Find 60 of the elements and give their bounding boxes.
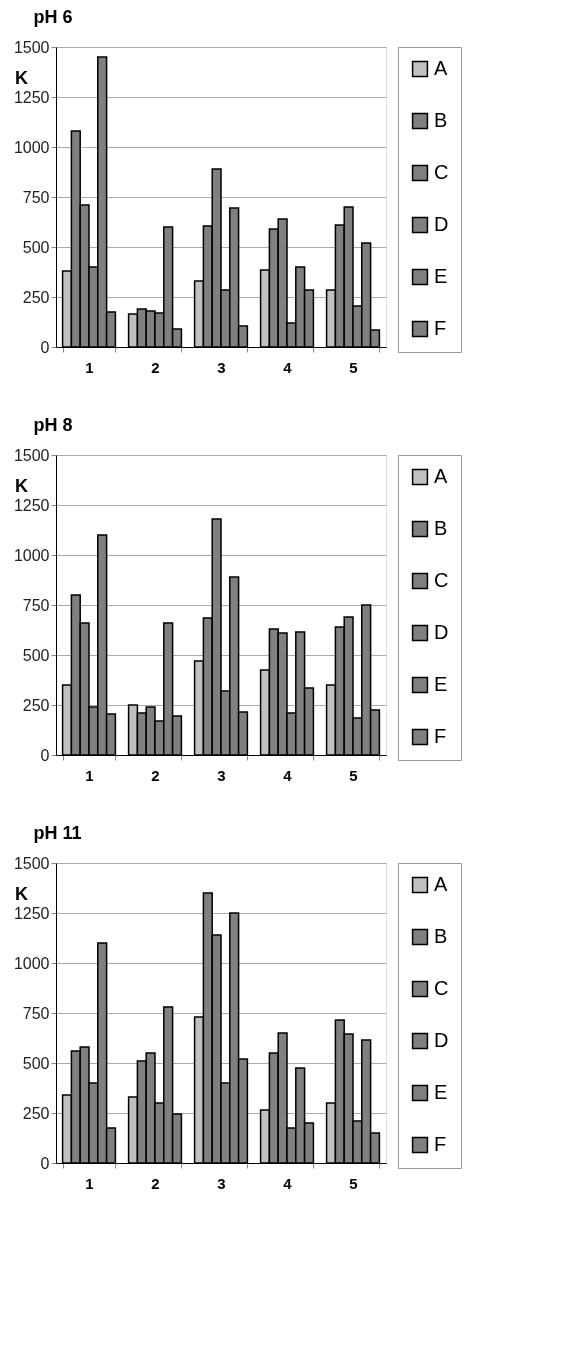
legend-label: C [434,977,449,999]
y-tick-label: 500 [22,238,50,256]
chart-title: pH 11 [33,823,82,843]
legend-label: F [434,725,447,747]
y-tick-label: 0 [40,746,50,764]
x-tick-label: 4 [283,1174,293,1192]
legend-label: D [434,1029,449,1051]
y-tick-label: 250 [22,288,50,306]
legend-label: A [434,873,448,895]
y-tick-label: 500 [22,1054,50,1072]
legend-label: E [434,265,448,287]
x-tick-label: 3 [217,766,226,784]
y-tick-label: 1500 [13,854,50,872]
legend-label: A [434,465,448,487]
legend-label: C [434,569,449,591]
y-tick-label: 1000 [13,546,50,564]
legend-label: F [434,1133,447,1155]
chart-title: pH 6 [33,7,73,27]
legend-label: D [434,213,449,235]
legend-label: B [434,925,448,947]
chart-title: pH 8 [33,415,73,435]
x-tick-label: 2 [151,1174,160,1192]
y-axis-title: K [15,883,28,904]
y-tick-label: 750 [22,1004,50,1022]
y-tick-label: 1000 [13,954,50,972]
y-tick-label: 750 [22,188,50,206]
x-tick-label: 1 [85,766,94,784]
legend-label: E [434,1081,448,1103]
x-tick-label: 2 [151,766,160,784]
y-tick-label: 500 [22,646,50,664]
y-tick-label: 1250 [13,904,50,922]
y-tick-label: 250 [22,696,50,714]
x-tick-label: 4 [283,766,293,784]
legend-label: B [434,109,448,131]
legend-label: C [434,161,449,183]
x-tick-label: 4 [283,358,293,376]
x-tick-label: 1 [85,1174,94,1192]
y-tick-label: 750 [22,596,50,614]
y-tick-label: 0 [40,1154,50,1172]
legend-label: B [434,517,448,539]
y-tick-label: 1250 [13,496,50,514]
x-tick-label: 3 [217,1174,226,1192]
y-tick-label: 1500 [13,446,50,464]
x-tick-label: 5 [349,766,358,784]
y-tick-label: 1500 [13,38,50,56]
x-tick-label: 5 [349,358,358,376]
x-tick-label: 5 [349,1174,358,1192]
legend-label: A [434,57,448,79]
y-axis-title: K [15,475,28,496]
legend-label: E [434,673,448,695]
x-tick-label: 3 [217,358,226,376]
legend-label: F [434,317,447,339]
x-tick-label: 1 [85,358,94,376]
y-tick-label: 1250 [13,88,50,106]
legend-label: D [434,621,449,643]
y-tick-label: 0 [40,338,50,356]
y-tick-label: 250 [22,1104,50,1122]
x-tick-label: 2 [151,358,160,376]
y-axis-title: K [15,67,28,88]
y-tick-label: 1000 [13,138,50,156]
